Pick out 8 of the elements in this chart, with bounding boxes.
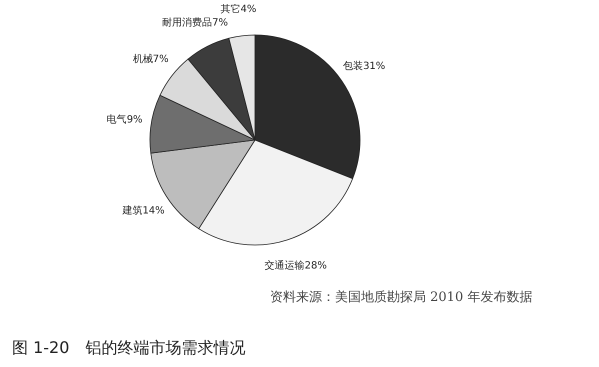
slice-label: 交通运输28%	[264, 260, 327, 272]
text: 资料来源：美国地质勘探局 2010 年发布数据	[270, 289, 532, 306]
text: 图 1-20 铝的终端市场需求情况	[12, 338, 246, 359]
slice-label: 耐用消费品7%	[162, 16, 228, 28]
slice-label: 包装31%	[343, 60, 386, 72]
slice-label: 电气9%	[106, 113, 143, 126]
slice-label: 机械7%	[132, 53, 169, 66]
slice-label: 建筑14%	[121, 204, 165, 217]
